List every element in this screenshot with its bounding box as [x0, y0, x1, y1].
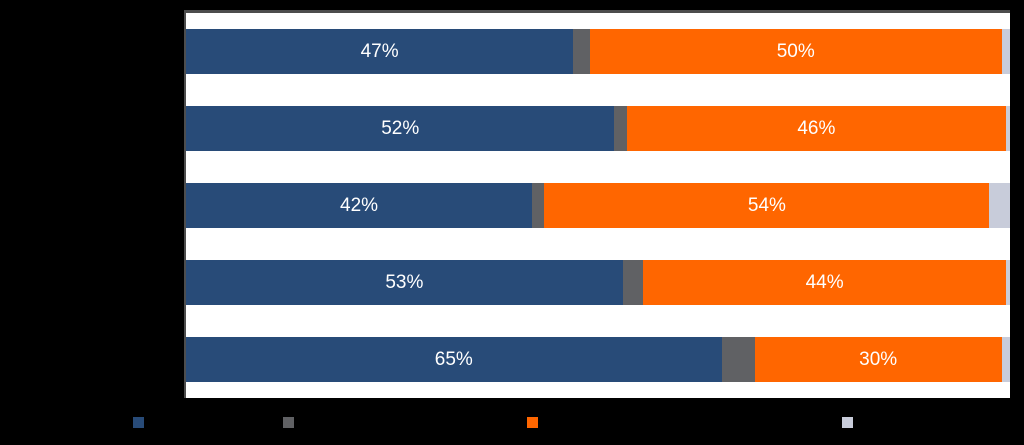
bar-blue-segment: 47%	[186, 29, 574, 74]
bar-value-label: 44%	[805, 271, 844, 293]
bar-lavender-segment	[1001, 337, 1010, 382]
bar-row: 52% 46%	[186, 90, 1010, 167]
bar-value-label: 47%	[360, 40, 399, 62]
bar-orange-segment: 46%	[626, 106, 1006, 151]
bar-blue-segment: 42%	[186, 183, 533, 228]
bar-lavender-segment	[1005, 106, 1010, 151]
bar-value-label: 42%	[340, 194, 379, 216]
bar-stack: 52% 46%	[186, 106, 1010, 151]
bar-blue-segment: 65%	[186, 337, 722, 382]
bar-blue-segment: 52%	[186, 106, 615, 151]
bar-gray-segment	[721, 337, 755, 382]
bar-value-label: 46%	[797, 117, 836, 139]
bar-value-label: 53%	[385, 271, 424, 293]
bar-blue-segment: 53%	[186, 260, 623, 305]
bar-row: 53% 44%	[186, 244, 1010, 321]
bar-stack: 47% 50%	[186, 29, 1010, 74]
bar-gray-segment	[622, 260, 644, 305]
legend-swatch-gray-series	[283, 417, 294, 428]
bar-row: 65% 30%	[186, 321, 1010, 398]
bar-gray-segment	[614, 106, 627, 151]
bar-orange-segment: 54%	[544, 183, 990, 228]
chart-legend	[0, 417, 1024, 430]
bar-value-label: 30%	[859, 348, 898, 370]
bar-stack: 53% 44%	[186, 260, 1010, 305]
legend-swatch-lavender-series	[842, 417, 853, 428]
bar-value-label: 54%	[747, 194, 786, 216]
legend-swatch-blue-series	[133, 417, 144, 428]
bar-lavender-segment	[1005, 260, 1010, 305]
bar-lavender-segment	[989, 183, 1010, 228]
bar-orange-segment: 44%	[643, 260, 1006, 305]
bar-stack: 65% 30%	[186, 337, 1010, 382]
bar-orange-segment: 50%	[589, 29, 1002, 74]
bar-gray-segment	[573, 29, 590, 74]
plot-area: 47% 50% 52% 46% 42% 54% 53% 44% 65% 30%	[184, 10, 1010, 398]
bar-gray-segment	[532, 183, 545, 228]
bar-value-label: 65%	[434, 348, 473, 370]
bar-value-label: 52%	[381, 117, 420, 139]
bar-value-label: 50%	[776, 40, 815, 62]
legend-swatch-orange-series	[527, 417, 538, 428]
bar-stack: 42% 54%	[186, 183, 1010, 228]
bar-lavender-segment	[1001, 29, 1010, 74]
bar-row: 47% 50%	[186, 13, 1010, 90]
bar-orange-segment: 30%	[754, 337, 1002, 382]
bar-row: 42% 54%	[186, 167, 1010, 244]
